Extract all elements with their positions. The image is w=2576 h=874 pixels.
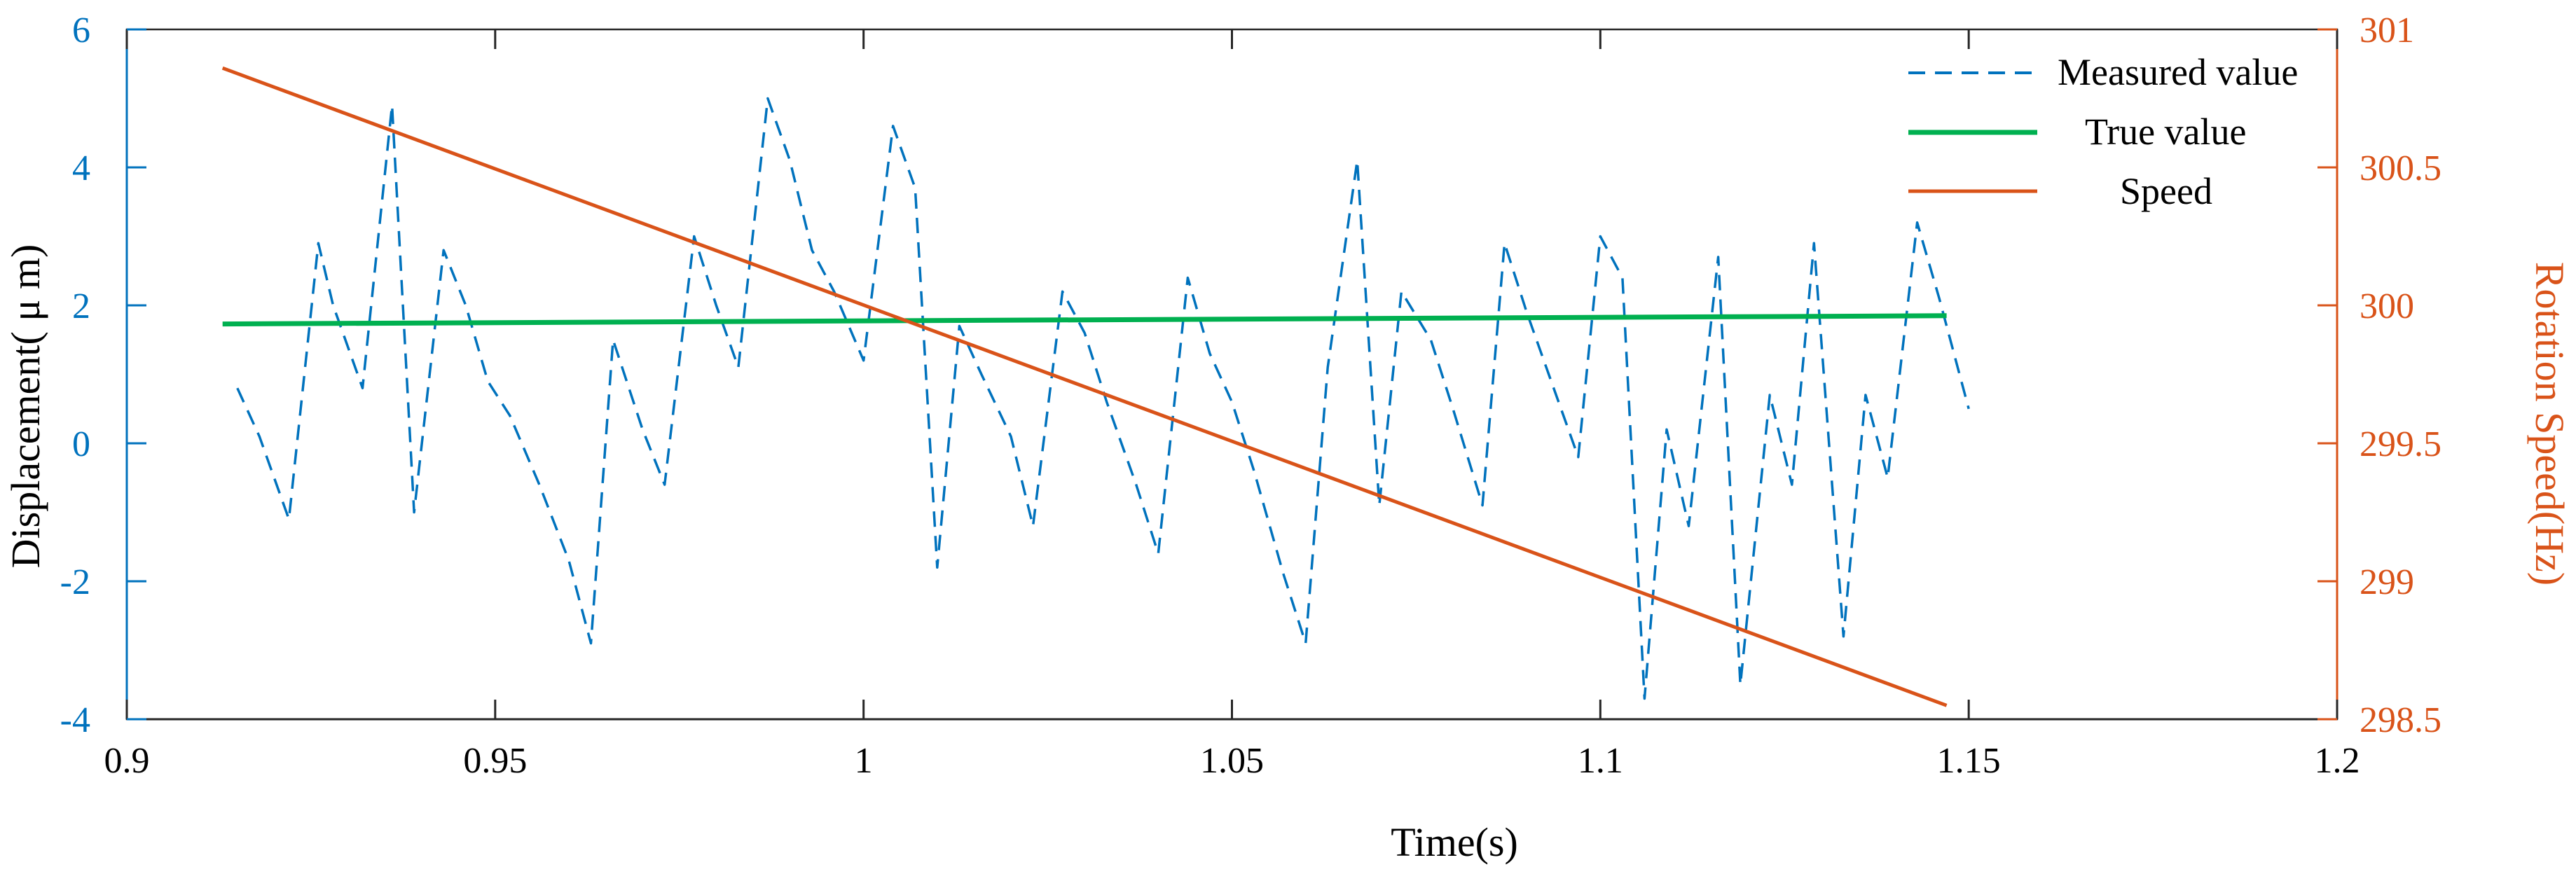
x-axis-label: Time(s) <box>1391 819 1518 865</box>
y-right-tick-label: 299.5 <box>2360 424 2441 464</box>
legend-speed-label: Speed <box>2120 170 2212 212</box>
series-layer <box>221 66 1970 707</box>
x-tick-label: 1.05 <box>1200 741 1264 781</box>
y-left-tick-label: -2 <box>60 562 90 602</box>
ticks-layer: 0.9 0.95 1 1.05 1.1 1.15 1.2 -4 -2 0 2 4 6 298.5 299 29… <box>60 11 2441 781</box>
legend-true-label: True value <box>2085 111 2246 153</box>
x-tick-label: 1.1 <box>1578 741 1623 781</box>
x-tick-label: 1 <box>855 741 873 781</box>
legend: Measured value True value Speed <box>1908 51 2298 212</box>
true-value-line <box>222 313 1947 327</box>
x-tick-label: 0.95 <box>463 741 527 781</box>
y-left-tick-label: 2 <box>72 286 90 326</box>
x-tick-label: 0.9 <box>104 741 150 781</box>
y-right-tick-label: 301 <box>2360 11 2414 50</box>
y-right-tick-label: 299 <box>2360 562 2414 602</box>
y-left-tick-label: 0 <box>72 424 90 464</box>
legend-measured-label: Measured value <box>2058 51 2298 93</box>
y-left-axis-label: Displacement( μ m) <box>3 244 48 569</box>
measured-value-line <box>236 97 1970 700</box>
y-right-tick-label: 300.5 <box>2360 148 2441 188</box>
y-left-tick-label: -4 <box>60 700 90 740</box>
y-left-tick-label: 6 <box>72 11 90 50</box>
y-left-tick-label: 4 <box>72 148 90 188</box>
y-right-axis-label: Rotation Speed(Hz) <box>2527 262 2572 585</box>
speed-line <box>221 66 1948 707</box>
y-right-tick-label: 298.5 <box>2360 700 2441 740</box>
x-tick-label: 1.2 <box>2315 741 2360 781</box>
x-tick-label: 1.15 <box>1937 741 2001 781</box>
y-right-tick-label: 300 <box>2360 286 2414 326</box>
